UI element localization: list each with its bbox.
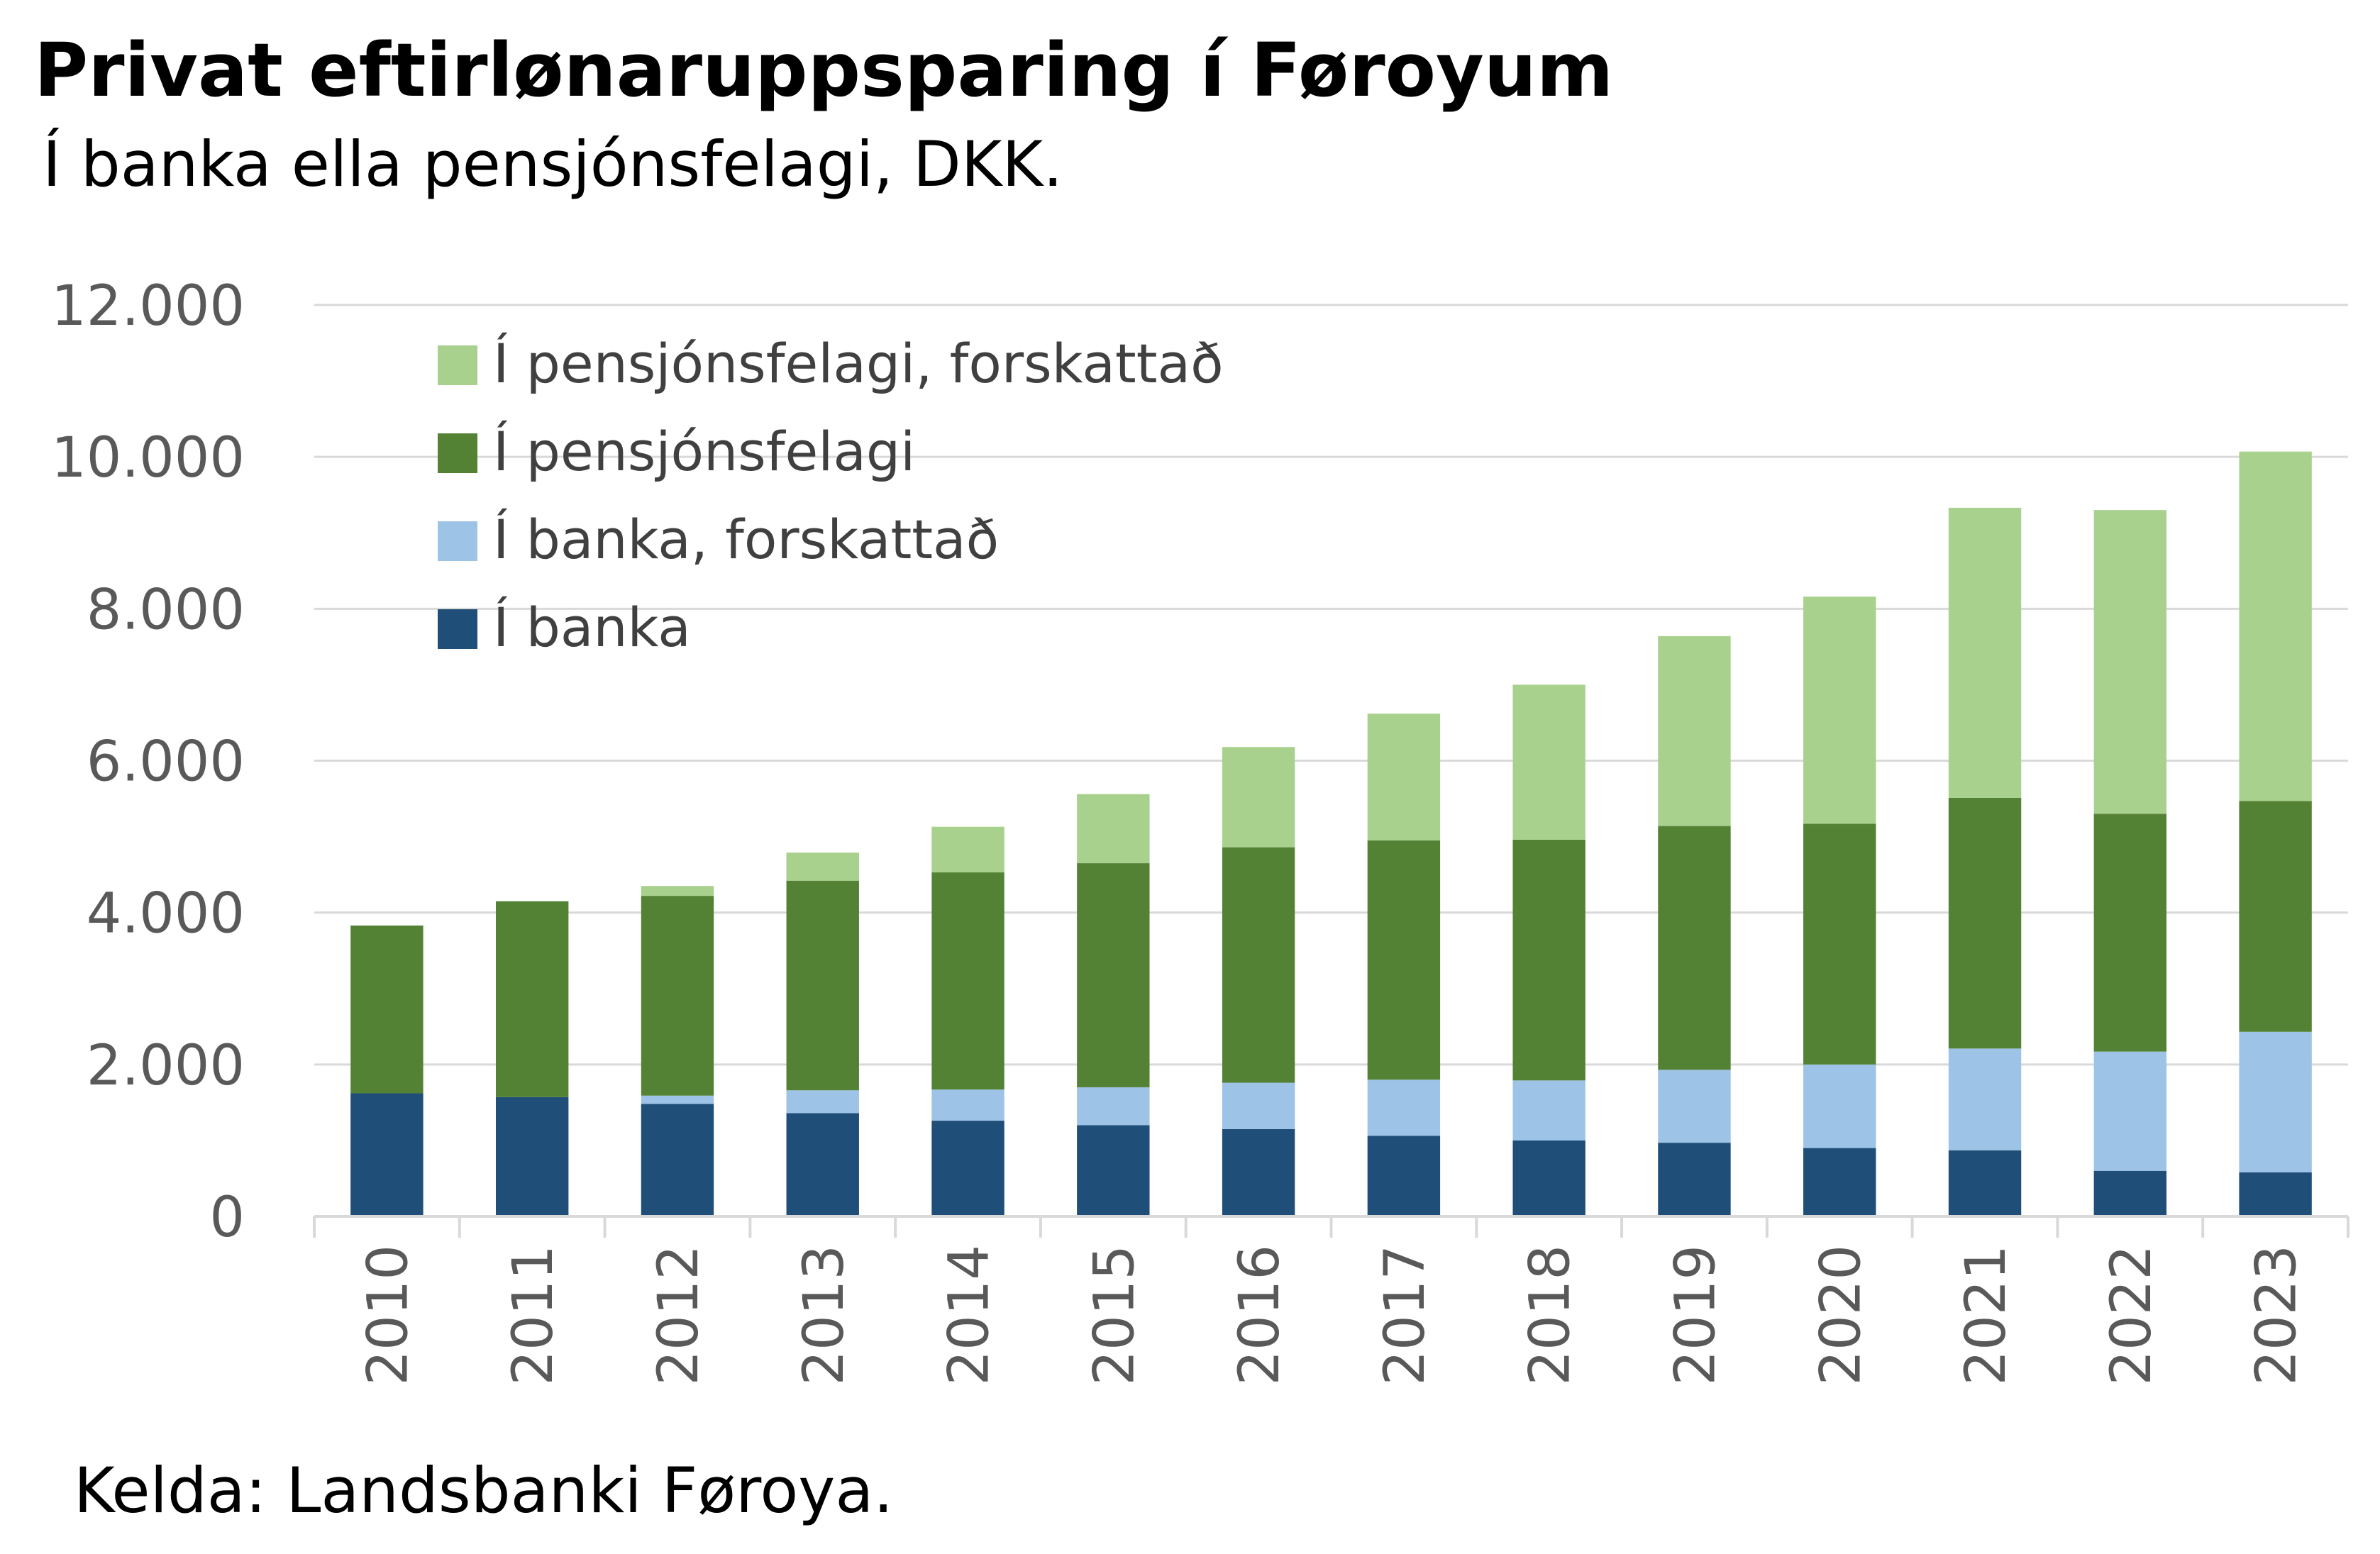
y-tick-label: 12.000	[51, 274, 245, 338]
bar-segment	[931, 1089, 1004, 1121]
bar-segment	[1948, 797, 2022, 1049]
y-tick-label: 2.000	[87, 1034, 245, 1098]
bar-segment	[931, 1121, 1004, 1216]
chart-title: Privat eftirlønaruppsparing í Føroyum	[34, 27, 1614, 113]
bar-segment	[1512, 684, 1585, 840]
chart-subtitle: Í banka ella pensjónsfelagi, DKK.	[43, 128, 1063, 201]
legend-label: Í pensjónsfelagi, forskattað	[493, 332, 1224, 395]
y-tick-label: 6.000	[87, 731, 245, 794]
bar-segment	[1367, 1080, 1441, 1136]
chart-source: Kelda: Landsbanki Føroya.	[74, 1454, 894, 1527]
bar-segment	[931, 826, 1004, 872]
bar-segment	[1077, 1087, 1150, 1126]
x-axis	[313, 1215, 2349, 1238]
x-tick-label: 2019	[1664, 1245, 1727, 1386]
bar-segment	[1948, 507, 2022, 798]
legend-swatch	[438, 521, 477, 561]
legend-swatch	[438, 345, 477, 385]
bar-segment	[2239, 1031, 2312, 1172]
legend-label: Í banka	[493, 596, 691, 659]
bar-segment	[1803, 823, 1876, 1065]
bar-segment	[1658, 1143, 1731, 1216]
legend-swatch	[438, 433, 477, 473]
bar-segment	[1222, 1082, 1295, 1129]
bar-segment	[495, 1097, 569, 1216]
bar-segment	[350, 925, 424, 1094]
x-tick-label: 2013	[792, 1245, 856, 1386]
bar-segment	[641, 1104, 714, 1216]
x-tick-label: 2010	[356, 1245, 420, 1386]
bar-segment	[2093, 1170, 2167, 1216]
bar-segment	[1658, 636, 1731, 826]
y-tick-label: 4.000	[87, 882, 245, 946]
bar-segment	[1367, 1136, 1441, 1216]
bar-segment	[495, 901, 569, 1097]
legend-swatch	[438, 609, 477, 649]
x-tick-label: 2022	[2100, 1245, 2164, 1386]
bar-segment	[786, 1113, 859, 1216]
bar-segment	[641, 886, 714, 897]
x-tick-label: 2018	[1519, 1245, 1583, 1386]
x-tick-label: 2021	[1954, 1245, 2018, 1386]
bar-segment	[1512, 839, 1585, 1081]
y-axis-ticks: 0 2.000 4.000 6.000 8.000 10.000 12.000	[51, 274, 245, 1250]
bar-segment	[2093, 1051, 2167, 1171]
bar-segment	[641, 896, 714, 1096]
legend: Í pensjónsfelagi, forskattað Í pensjónsfe…	[438, 332, 1224, 659]
bar-segment	[1077, 1125, 1150, 1216]
bar-segment	[1658, 826, 1731, 1070]
x-tick-label: 2015	[1083, 1245, 1146, 1386]
x-axis-ticks: 2010 2011 2012 2013 2014 2015 2016 2017 2018 2019…	[356, 1245, 2308, 1386]
y-tick-label: 0	[209, 1186, 245, 1250]
gridlines	[314, 304, 2348, 1066]
bar-segment	[786, 880, 859, 1091]
legend-label: Í pensjónsfelagi	[493, 420, 915, 483]
bar-segment	[1658, 1070, 1731, 1143]
bar-segment	[1803, 1064, 1876, 1148]
bar-segment	[1222, 747, 1295, 848]
bar-segment	[2239, 1172, 2312, 1216]
bar-segment	[1948, 1150, 2022, 1216]
bar-segment	[786, 1090, 859, 1114]
x-tick-label: 2014	[938, 1245, 1002, 1386]
x-tick-label: 2017	[1373, 1245, 1437, 1386]
bar-segment	[1803, 1148, 1876, 1216]
bar-segment	[1512, 1140, 1585, 1216]
bar-segment	[1512, 1080, 1585, 1140]
bar-segment	[1222, 847, 1295, 1083]
x-tick-label: 2023	[2245, 1245, 2309, 1386]
bar-segment	[1077, 794, 1150, 864]
x-tick-label: 2016	[1228, 1245, 1292, 1386]
bar-segment	[2239, 801, 2312, 1032]
x-tick-label: 2012	[647, 1245, 711, 1386]
bar-segment	[2093, 510, 2167, 814]
y-tick-label: 10.000	[51, 426, 245, 490]
bar-segment	[1222, 1128, 1295, 1216]
x-tick-label: 2020	[1809, 1245, 1873, 1386]
bar-segment	[2093, 814, 2167, 1052]
bar-segment	[1948, 1048, 2022, 1150]
bars	[350, 451, 2312, 1216]
bar-segment	[786, 853, 859, 881]
bar-segment	[1803, 596, 1876, 824]
y-tick-label: 8.000	[87, 578, 245, 642]
bar-segment	[2239, 451, 2312, 801]
bar-segment	[350, 1093, 424, 1216]
bar-segment	[641, 1095, 714, 1104]
x-tick-label: 2011	[502, 1245, 565, 1386]
bar-segment	[931, 872, 1004, 1090]
legend-label: Í banka, forskattað	[493, 508, 999, 571]
bar-segment	[1367, 714, 1441, 840]
bar-segment	[1367, 840, 1441, 1080]
bar-segment	[1077, 863, 1150, 1087]
